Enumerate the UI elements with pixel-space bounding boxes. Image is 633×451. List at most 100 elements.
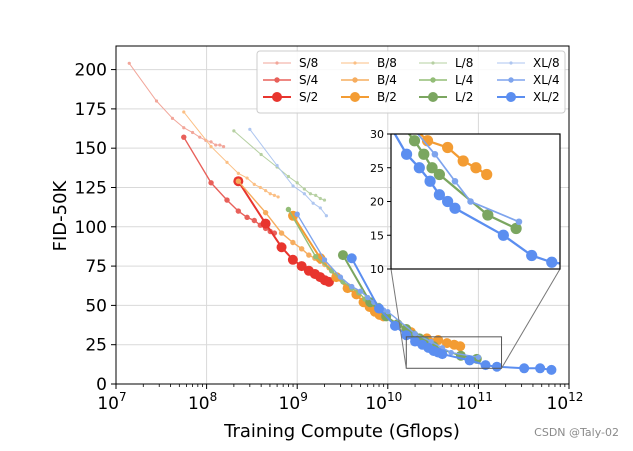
legend: S/8 S/4 S/2 B/8 B/4 B/2 L/8 L/4 L/2 XL/8 XL/4 XL/2 [256, 50, 566, 114]
legend-item-l-2: L/2 [419, 90, 473, 104]
inset-y-tick-label: 25 [370, 162, 384, 175]
data-point [221, 145, 226, 149]
inset-series-xl-4 [416, 134, 523, 226]
legend-marker [275, 61, 279, 65]
legend-label: S/2 [299, 90, 318, 104]
legend-marker [353, 61, 357, 65]
y-tick-label: 125 [75, 178, 107, 198]
data-point [290, 239, 296, 246]
y-tick-label: 75 [85, 257, 107, 277]
y-tick-label: 175 [75, 100, 107, 120]
inset-data-point [457, 155, 469, 167]
data-point [232, 129, 236, 133]
legend-item-xl-8: XL/8 [497, 56, 560, 70]
series-xl-8 [248, 127, 328, 218]
data-point [349, 283, 355, 290]
data-point [491, 361, 502, 372]
inset-data-point [470, 162, 482, 174]
inset-data-point [424, 175, 436, 187]
data-point [287, 254, 298, 265]
y-tick-label: 0 [96, 375, 107, 395]
data-point [251, 217, 257, 224]
legend-label: B/8 [377, 56, 397, 70]
legend-label: S/8 [299, 56, 318, 70]
data-point [389, 320, 400, 331]
legend-item-b-4: B/4 [341, 73, 397, 87]
y-tick-label: 100 [75, 218, 107, 238]
legend-marker [350, 92, 360, 102]
data-point [302, 192, 306, 196]
data-point [244, 214, 250, 221]
x-axis-title: Training Compute (Gflops) [223, 421, 460, 442]
data-point [235, 208, 242, 214]
legend-marker [431, 61, 435, 65]
data-point [260, 218, 271, 229]
legend-label: S/4 [299, 73, 318, 87]
legend-label: L/8 [455, 56, 473, 70]
legend-item-b-8: B/8 [341, 56, 397, 70]
data-point [535, 363, 546, 374]
data-point [252, 182, 256, 186]
x-tick-label: 1012 [547, 390, 584, 414]
zoom-rectangle [405, 336, 503, 369]
legend-marker [428, 92, 438, 102]
data-point [357, 288, 364, 294]
inset-data-point [431, 150, 439, 158]
legend-marker [430, 77, 436, 83]
data-point [248, 127, 252, 131]
data-point [278, 230, 285, 236]
data-point [480, 360, 491, 371]
x-tick-label: 109 [279, 390, 308, 414]
zoom-connector [501, 268, 561, 369]
data-point [295, 181, 299, 185]
inset-series-b-2 [418, 134, 493, 181]
legend-label: L/2 [455, 90, 473, 104]
legend-marker [352, 77, 358, 83]
data-point [258, 185, 262, 190]
data-point [311, 201, 315, 205]
inset-data-point [546, 256, 558, 268]
data-point [286, 174, 291, 179]
x-tick-label: 1010 [365, 390, 402, 414]
inset-data-point [451, 177, 459, 185]
inset-data-point [413, 162, 425, 174]
legend-label: B/2 [377, 90, 397, 104]
inset-data-point [426, 162, 438, 174]
legend-marker [508, 77, 514, 83]
data-point [259, 152, 263, 157]
inset-background [391, 134, 560, 269]
data-point [306, 252, 312, 258]
data-point [208, 180, 214, 186]
data-point [546, 364, 557, 375]
inset-data-point [510, 222, 522, 235]
data-point [262, 209, 269, 216]
data-point [225, 160, 229, 164]
legend-item-xl-4: XL/4 [497, 73, 560, 87]
zoom-indicator [390, 268, 561, 369]
data-point [337, 274, 344, 280]
legend-item-l-4: L/4 [419, 73, 473, 87]
y-tick-label: 50 [85, 296, 107, 316]
data-point [209, 145, 213, 149]
legend-marker [272, 92, 282, 102]
inset-plot: 10 15 20 25 30 [370, 128, 561, 276]
inset-data-point [449, 202, 461, 214]
data-point [308, 192, 313, 196]
zoom-connector [390, 268, 407, 369]
inset-data-point [408, 135, 421, 147]
legend-item-s-2: S/2 [263, 90, 318, 104]
legend-label: B/4 [377, 73, 397, 87]
inset-data-point [433, 189, 445, 201]
data-point [272, 193, 276, 197]
data-point [412, 330, 418, 337]
legend-marker [506, 92, 516, 102]
y-tick-label: 150 [75, 139, 107, 159]
data-point [182, 126, 186, 130]
inset-data-point [497, 229, 509, 241]
data-point [337, 250, 348, 261]
y-axis-title: FID-50K [50, 179, 71, 251]
data-point [198, 135, 202, 139]
data-point [323, 276, 334, 287]
data-point [346, 253, 357, 264]
